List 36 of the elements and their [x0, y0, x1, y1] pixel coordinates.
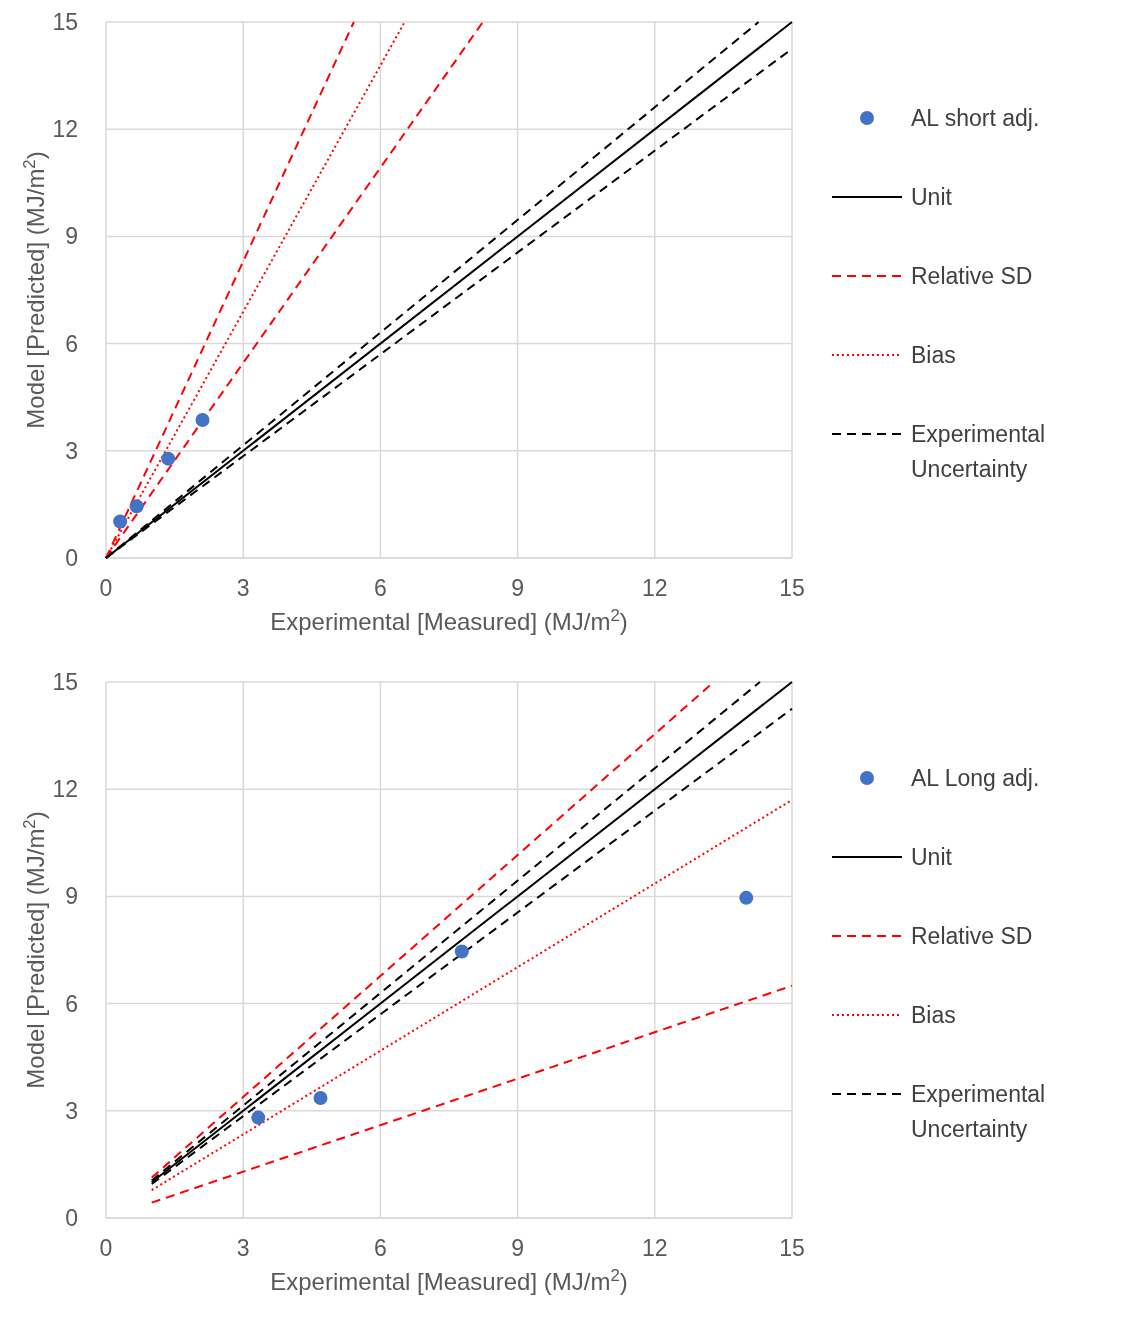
x-tick-label: 15	[779, 1235, 805, 1261]
y-tick-label: 9	[65, 883, 78, 910]
y-tick-label: 3	[65, 1097, 78, 1124]
x-tick-label: 9	[511, 575, 524, 601]
x-tick-label: 3	[236, 1235, 250, 1261]
legend-label: Experimental Uncertainty	[911, 421, 1046, 482]
y-tick-label: 9	[65, 223, 78, 250]
y-tick-label: 0	[65, 1205, 78, 1232]
y-tick-label: 3	[65, 437, 78, 464]
y-tick-label: 0	[65, 545, 78, 572]
x-tick-label: 0	[99, 575, 113, 601]
x-tick-label: 9	[511, 1235, 524, 1261]
x-axis-title: Experimental [Measured] (MJ/m$^{2}$)	[270, 605, 628, 635]
x-tick-label: 3	[236, 575, 250, 601]
y-tick-label: 15	[52, 9, 78, 36]
legend-label: Unit	[911, 844, 953, 871]
legend-label: Relative SD	[911, 263, 1033, 290]
legend-label: Relative SD	[911, 923, 1033, 950]
x-tick-label: 6	[374, 1235, 387, 1261]
x-axis-title: Experimental [Measured] (MJ/m$^{2}$)	[270, 1265, 628, 1295]
legend-label: Unit	[911, 184, 953, 211]
y-tick-label: 12	[52, 116, 78, 143]
x-tick-label: 0	[99, 1235, 113, 1261]
x-tick-label: 6	[374, 575, 387, 601]
x-tick-label: 15	[779, 575, 805, 601]
y-tick-label: 6	[65, 330, 78, 357]
legend-label: AL Long adj.	[911, 765, 1040, 792]
x-tick-label: 12	[642, 1235, 668, 1261]
legend-label: AL short adj.	[911, 105, 1040, 132]
legend-label: Bias	[911, 342, 956, 369]
y-tick-label: 12	[52, 776, 78, 803]
x-tick-label: 12	[642, 575, 668, 601]
y-tick-label: 15	[52, 669, 78, 696]
legend-label: Experimental Uncertainty	[911, 1081, 1046, 1142]
legend-label: Bias	[911, 1002, 956, 1029]
y-tick-label: 6	[65, 990, 78, 1017]
